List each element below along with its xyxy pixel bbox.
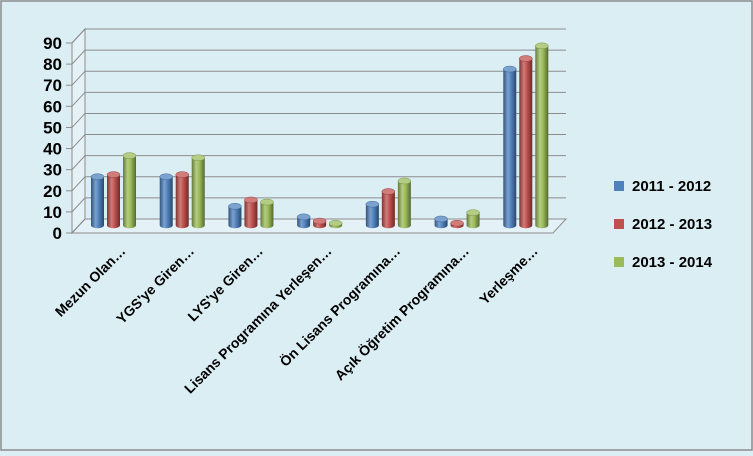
gridline — [71, 155, 566, 171]
gridline — [71, 176, 566, 192]
bar-body — [123, 155, 137, 229]
bar — [191, 154, 205, 229]
legend: 2011 - 2012 2012 - 2013 2013 - 2014 — [614, 178, 713, 271]
legend-swatch — [614, 219, 624, 229]
bar-body — [466, 212, 480, 229]
bar — [106, 171, 121, 229]
y-tick-label: 70 — [43, 76, 62, 95]
bar-top — [175, 171, 189, 178]
bar — [450, 219, 464, 229]
bars — [90, 42, 549, 229]
gridline — [71, 134, 566, 149]
bar — [503, 65, 517, 229]
legend-swatch — [614, 181, 624, 191]
bar-top — [450, 219, 464, 227]
y-tick-label: 0 — [53, 224, 62, 243]
bar-top — [90, 173, 105, 180]
bar-body — [244, 199, 258, 229]
bar-body — [397, 180, 411, 229]
y-tick-label: 40 — [43, 140, 62, 159]
bar-body — [175, 174, 189, 229]
bar — [296, 213, 311, 229]
bar-top — [260, 198, 274, 206]
legend-swatch — [614, 257, 624, 267]
bar-top — [519, 55, 533, 62]
bar — [312, 217, 327, 229]
bar-body — [228, 206, 242, 229]
bar-top — [535, 42, 549, 50]
bar — [122, 152, 137, 229]
bar — [175, 171, 189, 229]
bar-top — [191, 154, 205, 161]
bar-top — [381, 188, 396, 195]
bar-top — [434, 215, 448, 223]
legend-label: 2012 - 2013 — [632, 216, 712, 233]
y-tick-labels: 0 10 20 30 40 50 60 70 80 90 — [43, 34, 62, 243]
bar — [365, 200, 380, 229]
bar-body — [503, 69, 517, 229]
bar — [466, 209, 480, 229]
gridline — [71, 70, 566, 86]
y-tick-label: 50 — [43, 118, 62, 137]
side-wall — [71, 27, 86, 235]
bar — [381, 188, 396, 229]
bar-top — [466, 209, 480, 216]
y-tick-label: 60 — [43, 97, 62, 116]
bar — [519, 55, 533, 229]
bar-top — [397, 177, 412, 185]
legend-label: 2013 - 2014 — [632, 254, 713, 271]
y-tick-label: 30 — [43, 161, 62, 180]
bar-top — [312, 217, 327, 225]
bar — [434, 215, 448, 229]
bar — [244, 196, 258, 229]
bar-top — [228, 203, 242, 210]
bar-body — [381, 191, 395, 229]
bar-body — [159, 176, 173, 229]
y-tick-label: 20 — [43, 182, 62, 201]
bar-body — [107, 174, 121, 229]
bar-body — [365, 204, 379, 229]
bar-top — [328, 219, 343, 227]
bar-top — [159, 173, 173, 180]
bar-top — [296, 213, 311, 221]
bar — [328, 219, 343, 229]
gridlines — [71, 28, 566, 234]
bar — [228, 203, 242, 229]
y-tick-label: 80 — [43, 55, 62, 74]
bar-body — [535, 45, 549, 229]
gridline — [71, 91, 566, 107]
gridline — [71, 28, 566, 44]
bar-top — [244, 196, 258, 204]
bar-top — [365, 200, 380, 208]
bar-body — [519, 58, 533, 229]
y-tick-label: 10 — [43, 203, 62, 222]
gridline — [71, 112, 566, 128]
y-tick-label: 90 — [43, 34, 62, 53]
bar-body — [91, 176, 105, 229]
legend-label: 2011 - 2012 — [632, 178, 711, 195]
bar-body — [191, 157, 205, 229]
bar — [90, 173, 105, 229]
bar — [260, 198, 274, 229]
bar-top — [122, 152, 137, 159]
bar — [397, 177, 412, 229]
bar — [535, 42, 549, 229]
bar-body — [260, 202, 274, 229]
bar-top — [503, 65, 517, 73]
bar-top — [106, 171, 121, 178]
bar — [159, 173, 173, 229]
gridline — [71, 49, 566, 65]
axes — [66, 42, 553, 234]
